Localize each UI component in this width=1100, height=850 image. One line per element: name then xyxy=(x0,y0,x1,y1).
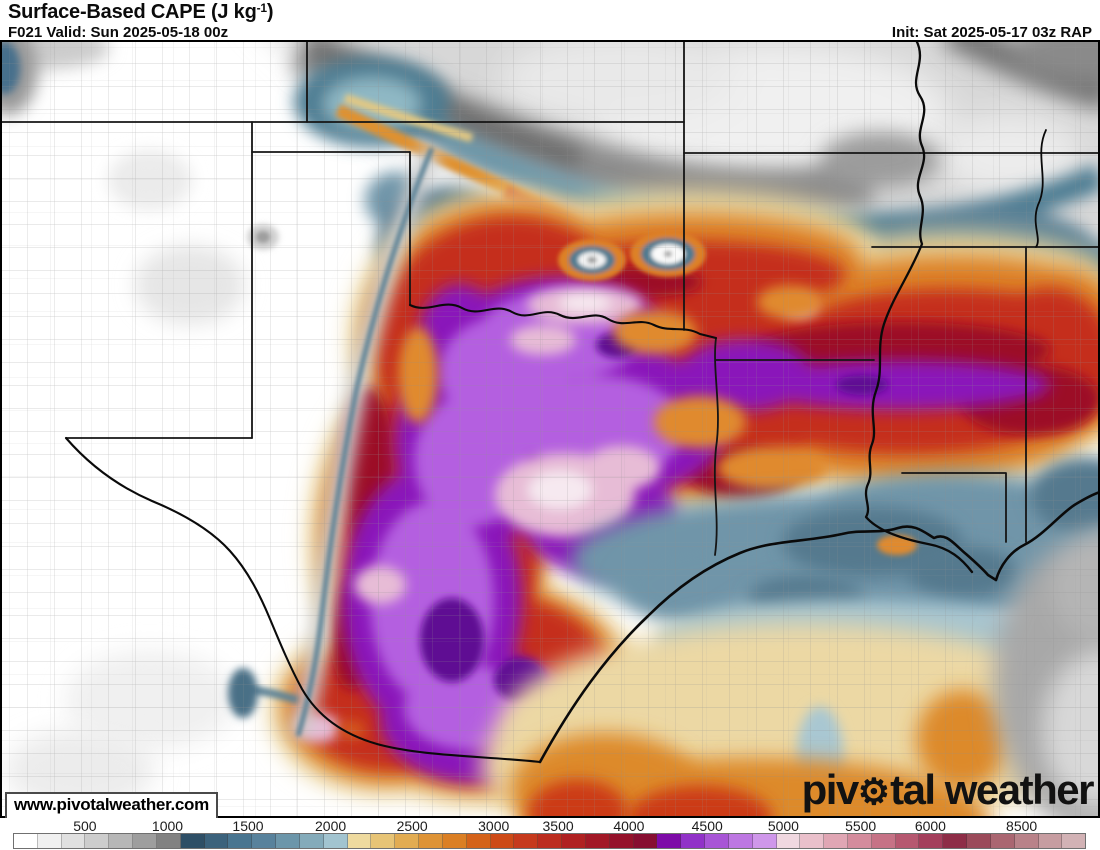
colorbar-swatch xyxy=(466,834,491,848)
colorbar-tick-500: 500 xyxy=(73,818,97,834)
colorbar-tick-3500: 3500 xyxy=(542,818,574,834)
colorbar-swatch xyxy=(276,834,300,848)
header: Surface-Based CAPE (J kg-1) F021 Valid: … xyxy=(0,0,1100,41)
colorbar-swatch xyxy=(705,834,729,848)
colorbar-swatch xyxy=(538,834,563,848)
colorbar-tick-6000: 6000 xyxy=(914,818,946,834)
colorbar-swatch xyxy=(681,834,706,848)
watermark-url: www.pivotalweather.com xyxy=(5,792,218,820)
colorbar-swatch xyxy=(943,834,968,848)
colorbar-swatch xyxy=(419,834,443,848)
rio-grande-river xyxy=(64,436,542,764)
border-tx-la xyxy=(713,337,719,556)
pivotal-weather-logo: piv⚙tal weather xyxy=(801,766,1095,814)
colorbar-swatch xyxy=(728,834,753,848)
colorbar-swatch xyxy=(37,834,62,848)
colorbar-swatch xyxy=(824,834,848,848)
colorbar-swatch xyxy=(895,834,920,848)
colorbar-swatch xyxy=(204,834,229,848)
colorbar-swatch xyxy=(585,834,610,848)
forecast-valid-label: F021 Valid: Sun 2025-05-18 00z xyxy=(8,24,229,41)
colorbar-swatch xyxy=(919,834,944,848)
colorbar-swatch xyxy=(1014,834,1039,848)
colorbar-tick-1000: 1000 xyxy=(151,818,184,834)
colorbar-tick-4000: 4000 xyxy=(613,818,645,834)
colorbar: 500 1000 1500 2000 2500 3000 3500 4000 4500 5000 5… xyxy=(0,818,1100,850)
rivers-and-coast xyxy=(64,38,1100,764)
colorbar-swatch xyxy=(323,834,348,848)
colorbar-tick-2000: 2000 xyxy=(315,818,347,834)
model-init-label: Init: Sat 2025-05-17 03z RAP xyxy=(891,24,1092,41)
cape-map-svg xyxy=(0,10,1100,850)
colorbar-swatch xyxy=(299,834,324,848)
colorbar-tick-5000: 5000 xyxy=(767,818,799,834)
county-lines-grid-2 xyxy=(0,40,1100,818)
colorbar-tick-labels: 500 1000 1500 2000 2500 3000 3500 4000 4500 5000 5… xyxy=(13,818,1086,834)
colorbar-swatch xyxy=(1038,834,1063,848)
red-river xyxy=(408,303,718,340)
colorbar-swatch xyxy=(395,834,420,848)
tennessee-river xyxy=(1034,129,1047,248)
mississippi-river xyxy=(864,38,974,574)
colorbar-tick-5500: 5500 xyxy=(845,818,877,834)
logo-text-post: tal weather xyxy=(890,766,1094,813)
colorbar-swatch xyxy=(752,834,777,848)
colorbar-swatch xyxy=(990,834,1015,848)
colorbar-swatch xyxy=(180,834,205,848)
colorbar-swatch xyxy=(61,834,86,848)
colorbar-swatch xyxy=(347,834,372,848)
colorbar-swatch xyxy=(776,834,801,848)
border-la-ms xyxy=(901,472,1007,543)
colorbar-swatch xyxy=(252,834,277,848)
colorbar-tick-1500: 1500 xyxy=(232,818,264,834)
colorbar-swatch xyxy=(800,834,825,848)
page-title: Surface-Based CAPE (J kg-1) xyxy=(8,1,274,24)
colorbar-swatch xyxy=(109,834,134,848)
colorbar-tick-8500: 8500 xyxy=(1006,818,1038,834)
colorbar-swatch xyxy=(967,834,991,848)
colorbar-swatch xyxy=(657,834,682,848)
colorbar-scale xyxy=(13,833,1086,849)
colorbar-swatch xyxy=(14,834,38,848)
colorbar-tick-4500: 4500 xyxy=(691,818,723,834)
colorbar-swatch xyxy=(514,834,539,848)
colorbar-swatch xyxy=(85,834,110,848)
colorbar-swatch xyxy=(1062,834,1086,848)
colorbar-swatch xyxy=(562,834,586,848)
title-close: ) xyxy=(266,1,274,23)
title-main: Surface-Based CAPE (J kg xyxy=(8,1,257,23)
colorbar-swatch xyxy=(871,834,896,848)
colorbar-swatch xyxy=(156,834,181,848)
colorbar-swatch xyxy=(228,834,253,848)
map-frame xyxy=(0,40,1100,818)
colorbar-swatch xyxy=(133,834,157,848)
colorbar-swatch xyxy=(371,834,396,848)
cape-map xyxy=(0,10,1100,850)
colorbar-tick-3000: 3000 xyxy=(478,818,510,834)
gear-icon: ⚙ xyxy=(857,771,891,812)
colorbar-swatch xyxy=(847,834,872,848)
title-superscript: -1 xyxy=(256,1,267,15)
logo-text-pre: piv xyxy=(801,766,860,813)
state-borders xyxy=(0,39,1100,556)
colorbar-swatch xyxy=(442,834,467,848)
colorbar-swatch xyxy=(490,834,515,848)
colorbar-swatch xyxy=(609,834,634,848)
colorbar-tick-2500: 2500 xyxy=(396,818,428,834)
colorbar-swatch xyxy=(633,834,658,848)
gulf-coastline xyxy=(538,490,1100,764)
